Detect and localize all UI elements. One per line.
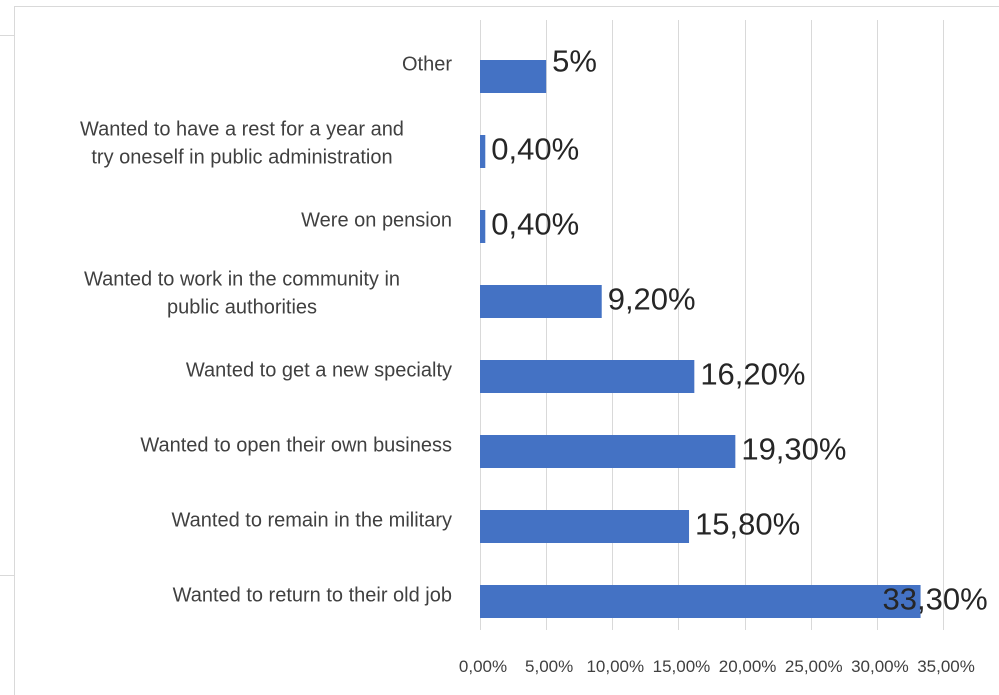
category-label: Other — [402, 54, 452, 76]
category-label: Wanted to open their own business — [140, 435, 452, 457]
bar — [480, 210, 486, 243]
data-label: 0,40% — [491, 132, 579, 167]
x-tick-labels: 0,00% 5,00% 10,00% 15,00% 20,00% 25,00% 30,00%… — [459, 657, 975, 676]
bar — [480, 435, 736, 468]
x-tick-label: 15,00% — [653, 657, 711, 676]
chart-frame — [14, 6, 999, 695]
category-label: Were on pension — [301, 210, 452, 232]
x-tick-label: 30,00% — [851, 657, 909, 676]
category-label: Wanted to have a rest for a year and try … — [80, 119, 404, 169]
side-gridline — [0, 575, 14, 576]
data-label: 33,30% — [883, 582, 988, 617]
category-label: Wanted to remain in the military — [172, 510, 452, 532]
bar — [480, 585, 921, 618]
data-label: 0,40% — [491, 207, 579, 242]
x-tick-label: 10,00% — [586, 657, 644, 676]
data-labels: 5% 0,40% 0,40% 9,20% 16,20% 19,30% 15,80% 33,30… — [491, 44, 987, 617]
bar — [480, 360, 695, 393]
side-gridline — [0, 35, 14, 36]
data-label: 19,30% — [741, 432, 846, 467]
x-tick-label: 5,00% — [525, 657, 573, 676]
bar — [480, 60, 547, 93]
category-label: Wanted to get a new specialty — [186, 360, 452, 382]
x-tick-label: 0,00% — [459, 657, 507, 676]
data-label: 9,20% — [608, 282, 696, 317]
category-label: Wanted to work in the community in public… — [84, 269, 400, 319]
x-tick-label: 25,00% — [785, 657, 843, 676]
x-tick-label: 20,00% — [719, 657, 777, 676]
bars — [480, 60, 921, 618]
category-label: Wanted to return to their old job — [173, 585, 452, 607]
x-tick-label: 35,00% — [917, 657, 975, 676]
category-labels: Other Wanted to have a rest for a year an… — [80, 54, 452, 607]
bar — [480, 135, 486, 168]
data-label: 15,80% — [695, 507, 800, 542]
bar — [480, 285, 602, 318]
data-label: 5% — [552, 44, 597, 79]
data-label: 16,20% — [700, 357, 805, 392]
bar — [480, 510, 690, 543]
